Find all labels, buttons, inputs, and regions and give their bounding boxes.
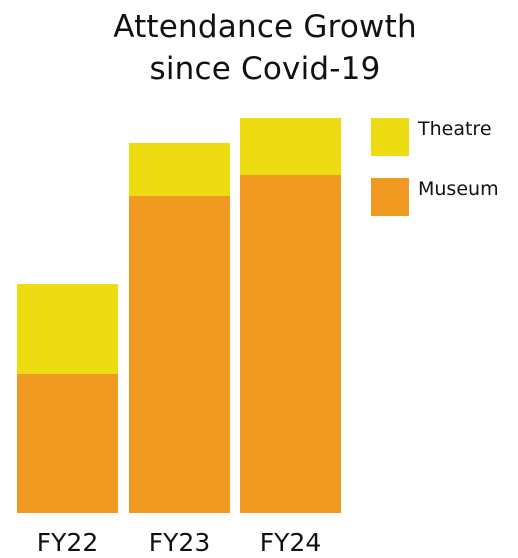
chart-title: Attendance Growth since Covid-19 bbox=[0, 6, 518, 90]
x-tick-label-fy23: FY23 bbox=[149, 528, 210, 557]
bars-group bbox=[17, 118, 341, 513]
legend: Theatre Museum bbox=[371, 118, 499, 216]
bar-theatre-fy23 bbox=[129, 143, 230, 196]
bar-museum-fy22 bbox=[17, 374, 118, 513]
x-tick-labels: FY22 FY23 FY24 bbox=[37, 528, 321, 557]
x-tick-label-fy22: FY22 bbox=[37, 528, 98, 557]
legend-swatch-museum bbox=[371, 178, 409, 216]
chart-title-line-1: Attendance Growth bbox=[113, 9, 417, 45]
bar-museum-fy23 bbox=[129, 196, 230, 513]
bar-theatre-fy22 bbox=[17, 284, 118, 374]
bar-theatre-fy24 bbox=[240, 118, 341, 175]
legend-swatch-theatre bbox=[371, 118, 409, 156]
bar-museum-fy24 bbox=[240, 175, 341, 513]
chart-title-line-2: since Covid-19 bbox=[149, 51, 381, 87]
x-tick-label-fy24: FY24 bbox=[260, 528, 321, 557]
legend-label-theatre: Theatre bbox=[417, 118, 492, 140]
legend-label-museum: Museum bbox=[418, 178, 499, 200]
